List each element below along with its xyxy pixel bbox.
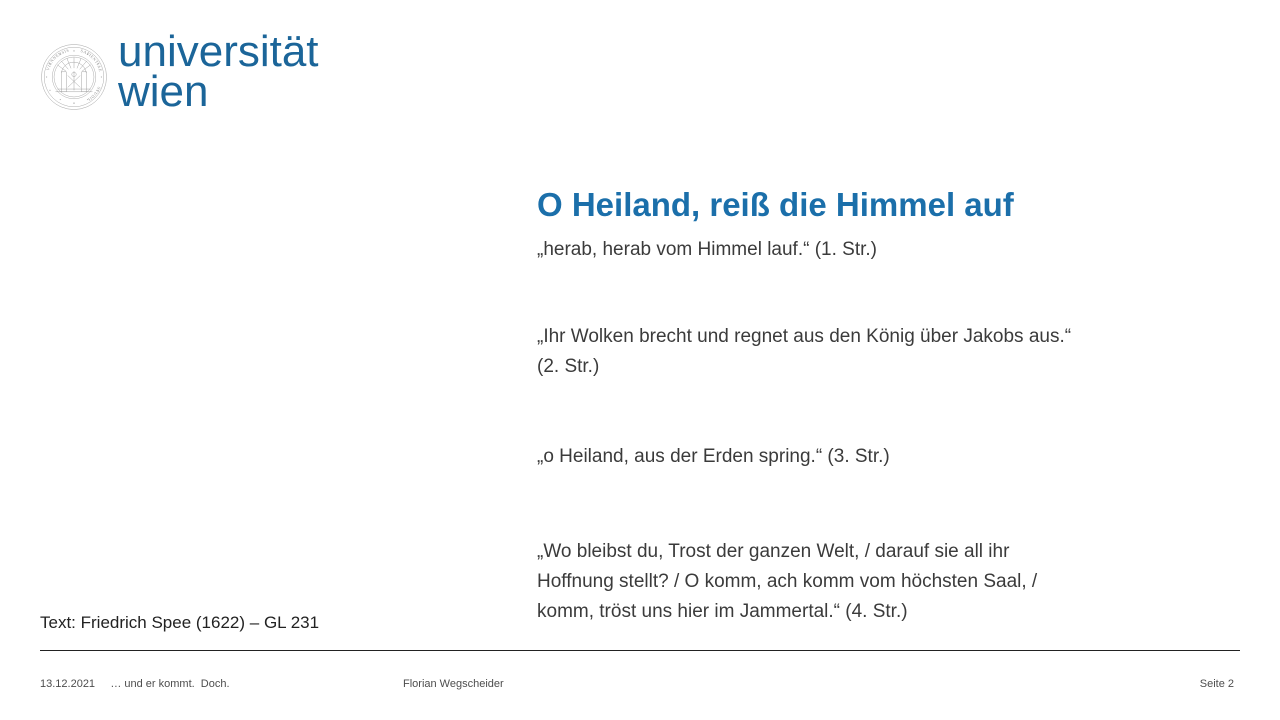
svg-text:SAPIENTIAE: SAPIENTIAE: [80, 48, 103, 72]
svg-text:VIENNENSIS: VIENNENSIS: [45, 48, 70, 71]
svg-text:STUDII: STUDII: [87, 86, 102, 102]
